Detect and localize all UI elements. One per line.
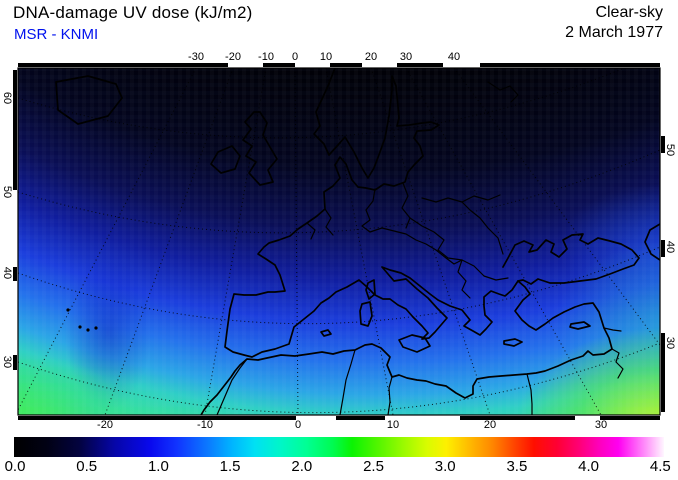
lat-tick-label: 50 [1, 185, 13, 199]
coast-mallorca [320, 329, 332, 337]
lon-tick-label: -20 [225, 51, 241, 63]
colorbar-value-label: 0.5 [76, 458, 98, 475]
colorbar-value-label: 3.5 [506, 458, 528, 475]
lat-tick-label: 30 [1, 355, 13, 369]
lat-tick-label: 50 [664, 143, 676, 157]
date-label: 2 March 1977 [565, 24, 663, 41]
colorbar-value-label: 0.0 [4, 458, 26, 475]
colorbar-value-label: 1.0 [147, 458, 169, 475]
country-borders [216, 81, 624, 415]
coast-sardinia [359, 301, 373, 327]
map-plot-area [18, 68, 660, 415]
lon-tick-label: 40 [447, 51, 461, 63]
lat-tick-label: 60 [1, 91, 13, 105]
lon-tick-label: 0 [294, 419, 302, 431]
lat-tick-label: 30 [664, 336, 676, 350]
colorbar-value-label: 3.0 [434, 458, 456, 475]
lon-tick-label: -30 [188, 51, 204, 63]
coast-black-sea [502, 233, 640, 285]
colorbar-value-label: 2.5 [363, 458, 384, 475]
colorbar-value-label: 4.0 [578, 458, 600, 475]
colorbar [14, 437, 664, 457]
lon-tick-label: 20 [483, 419, 497, 431]
island-canary-2 [86, 328, 90, 332]
map-overlay [18, 68, 660, 415]
coast-great-britain [242, 111, 278, 186]
island-canary-3 [94, 326, 98, 330]
lon-tick-label: 0 [291, 51, 299, 63]
coastlines [55, 68, 660, 415]
coast-crete [503, 338, 523, 347]
source-label: MSR - KNMI [14, 26, 99, 43]
island-madeira [66, 308, 70, 312]
lon-tick-label: 30 [399, 51, 413, 63]
lon-tick-label: 30 [594, 419, 608, 431]
lon-tick-label: 10 [386, 419, 400, 431]
coast-sicily [398, 334, 431, 353]
lon-tick-label: 10 [319, 51, 333, 63]
island-canary-1 [78, 325, 82, 329]
coast-ireland [210, 145, 241, 174]
lat-tick-label: 40 [664, 240, 676, 254]
lon-tick-label: 20 [364, 51, 378, 63]
coast-caspian [644, 223, 660, 261]
condition-label: Clear-sky [595, 4, 663, 21]
lon-tick-label: -20 [97, 419, 113, 431]
coast-iceland [55, 75, 123, 125]
lon-tick-label: -10 [197, 419, 213, 431]
colorbar-value-label: 4.5 [649, 458, 671, 475]
lat-tick-label: 40 [1, 266, 13, 280]
colorbar-value-label: 1.5 [219, 458, 241, 475]
colorbar-value-label: 2.0 [291, 458, 313, 475]
page-title: DNA-damage UV dose (kJ/m2) [13, 3, 253, 22]
coast-cyprus [569, 321, 591, 330]
lon-tick-label: -10 [258, 51, 274, 63]
